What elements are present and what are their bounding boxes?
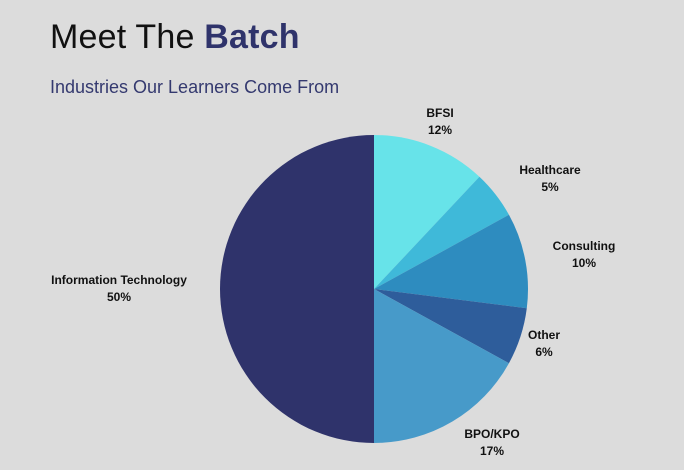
slice-label: Healthcare bbox=[519, 163, 581, 177]
pie-slice-other bbox=[374, 289, 527, 364]
slice-label: BFSI bbox=[426, 106, 453, 120]
pie-labels: BFSI 12% Healthcare 5% Consulting 10% Other 6% B… bbox=[51, 106, 615, 458]
pie-slice-consulting bbox=[374, 214, 529, 309]
pie-slice-bfsi bbox=[374, 135, 480, 289]
pie-slices bbox=[220, 135, 529, 443]
slice-value-label: 6% bbox=[535, 345, 553, 359]
pie-slice-information-technology bbox=[220, 135, 374, 443]
slice-value-label: 10% bbox=[572, 256, 596, 270]
title-accent: Batch bbox=[204, 18, 300, 56]
slice-value-label: 5% bbox=[541, 180, 559, 194]
slice-label: Other bbox=[528, 328, 560, 342]
slice-label: Information Technology bbox=[51, 273, 187, 287]
slice-label: Consulting bbox=[553, 239, 616, 253]
slice-label: BPO/KPO bbox=[464, 427, 519, 441]
page-title: Meet The Batch bbox=[50, 18, 300, 57]
slice-value-label: 12% bbox=[428, 123, 452, 137]
slice-value-label: 50% bbox=[107, 290, 131, 304]
pie-slice-bpo-kpo bbox=[374, 289, 509, 443]
pie-slice-healthcare bbox=[374, 176, 509, 289]
slice-value-label: 17% bbox=[480, 444, 504, 458]
chart-subtitle: Industries Our Learners Come From bbox=[50, 77, 340, 97]
title-plain: Meet The bbox=[50, 18, 205, 56]
